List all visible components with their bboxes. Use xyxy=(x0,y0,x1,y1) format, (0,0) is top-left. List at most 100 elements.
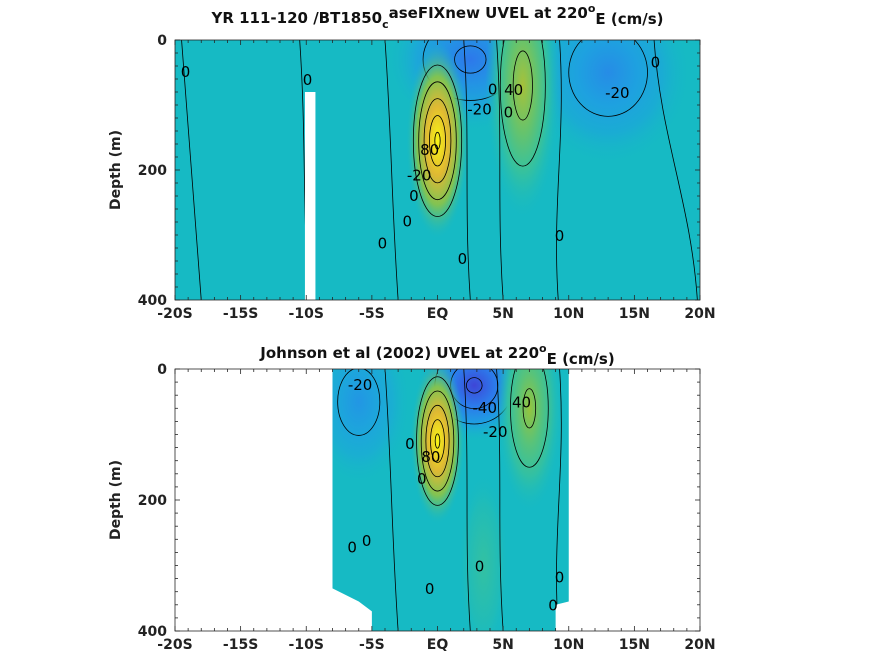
contour-label: 0 xyxy=(475,557,485,575)
y-axis-label: Depth (m) xyxy=(108,130,124,210)
contour-label: 0 xyxy=(417,470,427,488)
contour-label: 0 xyxy=(362,532,372,550)
contour-line xyxy=(420,390,455,492)
zero-contour xyxy=(653,40,698,300)
contour-label: 0 xyxy=(409,187,419,205)
contour-label: 40 xyxy=(504,81,523,99)
contour-label: 0 xyxy=(403,212,413,230)
zero-contour xyxy=(556,40,562,300)
zero-contour xyxy=(463,40,471,300)
x-tick-label: -10S xyxy=(289,637,324,653)
contour-label: -20 xyxy=(407,167,432,185)
contour-label: -20 xyxy=(467,101,492,119)
zero-contour xyxy=(496,369,504,631)
x-tick-label: 5N xyxy=(492,637,513,653)
contour-label: 0 xyxy=(181,63,191,81)
zero-contour xyxy=(463,369,471,631)
x-tick-label: -5S xyxy=(359,637,385,653)
zero-contour xyxy=(556,369,562,631)
contour-line xyxy=(434,131,441,150)
feature-deep-green xyxy=(458,471,509,631)
zero-contour xyxy=(300,369,309,631)
contour-line xyxy=(510,369,549,468)
title-part: E (cm/s) xyxy=(547,350,615,368)
contour-line xyxy=(412,64,463,217)
contour-field xyxy=(182,369,697,631)
y-tick-label: 200 xyxy=(138,163,167,179)
zero-contour xyxy=(654,369,697,631)
contour-field xyxy=(175,40,700,300)
contour-label: 0 xyxy=(548,597,558,615)
feature-north-blue xyxy=(524,40,693,167)
feature-euc-core xyxy=(410,369,465,525)
contour-label: 0 xyxy=(488,80,498,98)
x-tick-label: -10S xyxy=(289,306,324,322)
contour-line xyxy=(568,40,648,117)
y-tick-label: 0 xyxy=(157,33,167,49)
x-tick-label: 10N xyxy=(553,637,584,653)
x-tick-label: -20S xyxy=(157,306,192,322)
contour-label: -20 xyxy=(605,84,630,102)
feature-west-blue xyxy=(332,369,412,486)
contour-line xyxy=(430,419,445,463)
zero-contour xyxy=(384,40,399,300)
x-tick-label: EQ xyxy=(427,637,449,653)
x-tick-label: 15N xyxy=(619,306,650,322)
contour-label: 0 xyxy=(504,103,514,121)
contour-label: -40 xyxy=(473,399,498,417)
contour-line xyxy=(423,98,452,184)
chart-title: YR 111-120 /BT1850caseFIXnew UVEL at 220… xyxy=(210,2,663,31)
contour-line xyxy=(418,81,457,201)
x-tick-label: 15N xyxy=(619,637,650,653)
contour-label: 40 xyxy=(512,394,531,412)
contour-label: -20 xyxy=(348,376,373,394)
contour-line xyxy=(465,377,483,394)
contour-label: -20 xyxy=(483,423,508,441)
x-tick-label: -15S xyxy=(223,637,258,653)
zero-contour xyxy=(384,369,399,631)
x-tick-label: 5N xyxy=(492,306,513,322)
contour-line xyxy=(434,433,441,449)
feature-euc-core xyxy=(406,41,469,240)
title-part: c xyxy=(382,18,389,31)
x-tick-label: -15S xyxy=(223,306,258,322)
zero-contour xyxy=(181,40,202,300)
contour-label: 0 xyxy=(651,53,661,71)
contour-label: 0 xyxy=(555,568,565,586)
feature-necc-core xyxy=(485,40,561,221)
title-part: o xyxy=(539,342,547,355)
contour-label: 0 xyxy=(405,435,415,453)
y-tick-label: 400 xyxy=(138,624,167,640)
y-axis-label: Depth (m) xyxy=(108,460,124,540)
contour-label: 80 xyxy=(420,141,439,159)
title-part: aseFIXnew UVEL at 220 xyxy=(389,4,588,22)
x-tick-label: 20N xyxy=(684,306,715,322)
y-tick-label: 400 xyxy=(138,293,167,309)
x-tick-label: 20N xyxy=(684,637,715,653)
contour-line xyxy=(512,50,533,121)
chart-title: Johnson et al (2002) UVEL at 220oE (cm/s… xyxy=(259,342,614,368)
contour-label: 80 xyxy=(421,448,440,466)
contour-label: 0 xyxy=(347,538,357,556)
title-part: E (cm/s) xyxy=(595,10,663,28)
title-part: Johnson et al (2002) UVEL at 220 xyxy=(259,344,539,362)
x-tick-label: -5S xyxy=(359,306,385,322)
feature-necc-core xyxy=(495,369,563,514)
zero-contour xyxy=(496,40,504,300)
contour-line xyxy=(425,404,450,478)
contour-label: 0 xyxy=(458,250,468,268)
contour-line xyxy=(499,40,546,167)
contour-line xyxy=(522,388,537,429)
zero-contour xyxy=(182,369,202,631)
y-tick-label: 200 xyxy=(138,493,167,509)
contour-label: 0 xyxy=(425,580,435,598)
contour-line xyxy=(416,376,459,506)
x-tick-label: -20S xyxy=(157,637,192,653)
contour-label: 0 xyxy=(555,227,565,245)
x-tick-label: 10N xyxy=(553,306,584,322)
contour-label: 0 xyxy=(303,71,313,89)
title-part: o xyxy=(588,2,596,15)
